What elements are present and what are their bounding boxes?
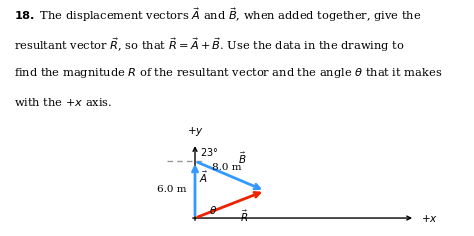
Text: $\mathbf{18.}$ The displacement vectors $\vec{A}$ and $\vec{B}$, when added toge: $\mathbf{18.}$ The displacement vectors … — [14, 6, 421, 24]
Text: $\theta$: $\theta$ — [209, 204, 217, 216]
Text: $\vec{R}$: $\vec{R}$ — [240, 208, 248, 224]
Text: resultant vector $\vec{R}$, so that $\vec{R} = \vec{A} + \vec{B}$. Use the data : resultant vector $\vec{R}$, so that $\ve… — [14, 36, 405, 54]
Text: $\vec{A}$: $\vec{A}$ — [199, 169, 208, 185]
Text: with the $+x$ axis.: with the $+x$ axis. — [14, 96, 112, 108]
Text: find the magnitude $R$ of the resultant vector and the angle $\theta$ that it ma: find the magnitude $R$ of the resultant … — [14, 66, 442, 80]
Text: 8.0 m: 8.0 m — [212, 163, 241, 172]
Text: 6.0 m: 6.0 m — [157, 185, 187, 194]
Text: $\vec{B}$: $\vec{B}$ — [238, 151, 246, 166]
Text: $23°$: $23°$ — [200, 146, 219, 158]
Text: $+y$: $+y$ — [187, 125, 203, 138]
Text: $+x$: $+x$ — [421, 213, 438, 223]
